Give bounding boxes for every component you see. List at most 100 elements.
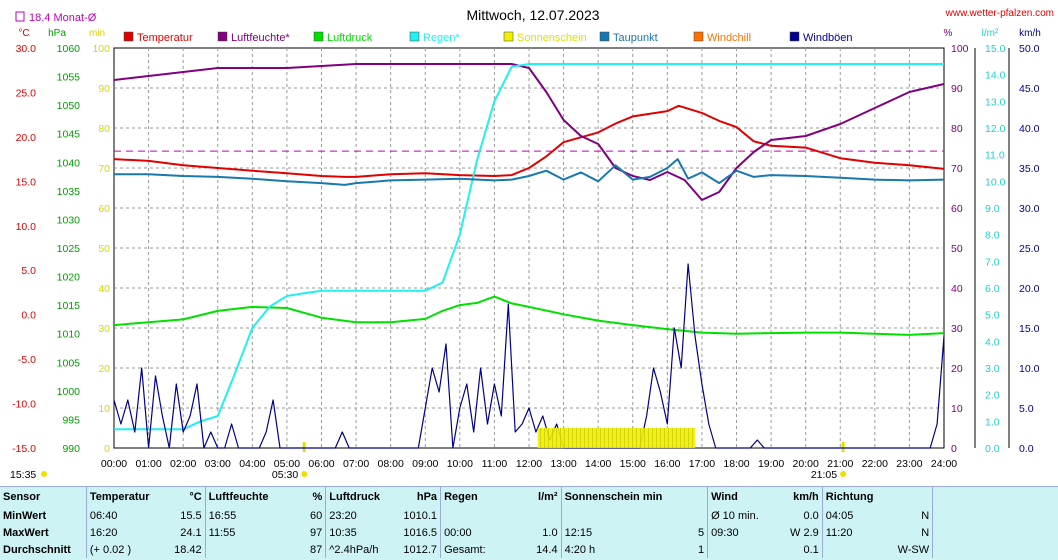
stats-cell: 0.1 bbox=[803, 543, 819, 556]
stats-cell bbox=[707, 541, 780, 558]
stats-header-sensor: Sensor bbox=[3, 491, 41, 503]
y-tick-label-rain: 13.0 bbox=[985, 96, 1006, 108]
y-tick-label-pct: 0 bbox=[951, 443, 957, 455]
x-tick-label: 19:00 bbox=[758, 458, 784, 470]
series-line-windben bbox=[113, 263, 945, 449]
stats-cell: W 2.9 bbox=[790, 526, 819, 539]
x-tick-label: 10:00 bbox=[447, 458, 473, 470]
y-axis-unit-min: min bbox=[89, 28, 105, 39]
stats-cell: Ø 10 min. bbox=[707, 507, 780, 524]
x-tick-label: 06:00 bbox=[308, 458, 334, 470]
y-axis-unit-wind: km/h bbox=[1019, 28, 1041, 39]
x-tick-label: 07:00 bbox=[343, 458, 369, 470]
y-tick-label-temp: -15.0 bbox=[12, 443, 36, 455]
stats-cell: 00:00 bbox=[440, 524, 517, 541]
y-tick-label-min: 20 bbox=[98, 363, 110, 375]
y-tick-label-press: 1060 bbox=[57, 43, 81, 55]
x-tick-label: 14:00 bbox=[585, 458, 611, 470]
series-line-luftfeuchte bbox=[113, 63, 945, 201]
x-tick-label: 12:00 bbox=[516, 458, 542, 470]
y-tick-label-temp: -10.0 bbox=[12, 399, 36, 411]
statistics-panel: Sensor Temperatur °C Luftfeuchte % Luftd… bbox=[0, 486, 1058, 560]
stats-header-press-unit: hPa bbox=[416, 491, 438, 503]
stats-header-temp: Temperatur bbox=[85, 487, 167, 507]
y-tick-label-min: 0 bbox=[104, 443, 110, 455]
x-tick-label: 17:00 bbox=[689, 458, 715, 470]
y-tick-label-rain: 10.0 bbox=[985, 176, 1006, 188]
stats-cell: ^2.4hPa/h bbox=[325, 541, 399, 558]
legend-swatch bbox=[693, 31, 704, 42]
x-tick-label: 13:00 bbox=[550, 458, 576, 470]
y-tick-label-rain: 14.0 bbox=[985, 70, 1006, 82]
legend-label: Luftdruck bbox=[327, 32, 373, 44]
stats-cell: 1.0 bbox=[542, 526, 558, 539]
y-tick-label-temp: 30.0 bbox=[16, 43, 37, 55]
y-tick-label-wind: 35.0 bbox=[1019, 163, 1040, 175]
stats-header-wind: Wind bbox=[707, 487, 780, 507]
stats-cell: 15.5 bbox=[180, 509, 202, 522]
y-tick-label-wind: 25.0 bbox=[1019, 243, 1040, 255]
y-tick-label-press: 1050 bbox=[57, 100, 81, 112]
chart-title: Mittwoch, 12.07.2023 bbox=[466, 7, 599, 23]
stats-cell: 06:40 bbox=[85, 507, 167, 524]
y-tick-label-wind: 50.0 bbox=[1019, 43, 1040, 55]
x-tick-label: 15:00 bbox=[620, 458, 646, 470]
stats-cell: 23:20 bbox=[325, 507, 399, 524]
y-tick-label-rain: 8.0 bbox=[985, 230, 1000, 242]
x-tick-label: 11:00 bbox=[482, 458, 508, 470]
legend-swatch bbox=[789, 31, 800, 42]
y-tick-label-press: 1015 bbox=[57, 300, 81, 312]
legend-label: Taupunkt bbox=[613, 32, 658, 44]
y-tick-label-wind: 10.0 bbox=[1019, 363, 1040, 375]
stats-cell: 87 bbox=[310, 543, 323, 556]
stats-cell: 11:55 bbox=[204, 524, 292, 541]
stats-cell: 18.42 bbox=[174, 543, 202, 556]
stats-cell bbox=[821, 541, 895, 558]
y-tick-label-temp: 10.0 bbox=[16, 221, 37, 233]
y-axis-unit-pct: % bbox=[944, 28, 953, 39]
y-tick-label-press: 1005 bbox=[57, 357, 81, 369]
y-tick-label-press: 1010 bbox=[57, 329, 81, 341]
x-tick-label: 09:00 bbox=[412, 458, 438, 470]
legend-label: Windchill bbox=[707, 32, 751, 44]
y-tick-label-rain: 0.0 bbox=[985, 443, 1000, 455]
stats-cell: 14.4 bbox=[536, 543, 558, 556]
x-tick-label: 01:00 bbox=[135, 458, 161, 470]
legend-label: Sonnenschein bbox=[517, 32, 587, 44]
stats-cell: Gesamt: bbox=[440, 541, 517, 558]
stats-cell: 16:20 bbox=[85, 524, 167, 541]
y-tick-label-temp: 0.0 bbox=[21, 310, 36, 322]
x-tick-label: 22:00 bbox=[862, 458, 888, 470]
y-tick-label-wind: 30.0 bbox=[1019, 203, 1040, 215]
stats-cell bbox=[204, 541, 292, 558]
x-tick-label: 21:00 bbox=[827, 458, 853, 470]
y-tick-label-min: 80 bbox=[98, 123, 110, 135]
legend-swatch bbox=[313, 31, 324, 42]
stats-cell: 24.1 bbox=[180, 526, 202, 539]
y-tick-label-press: 1045 bbox=[57, 129, 81, 141]
y-tick-label-wind: 15.0 bbox=[1019, 323, 1040, 335]
y-tick-label-pct: 60 bbox=[951, 203, 963, 215]
stats-header-hum-unit: % bbox=[312, 491, 323, 503]
stats-header-wind-unit: km/h bbox=[793, 491, 819, 503]
y-tick-label-rain: 2.0 bbox=[985, 390, 1000, 402]
sun-icon bbox=[41, 471, 47, 477]
y-tick-label-press: 1020 bbox=[57, 272, 81, 284]
stats-header-hum: Luftfeuchte bbox=[204, 487, 292, 507]
stats-row-label: MaxWert bbox=[3, 526, 49, 539]
stats-header-dir: Richtung bbox=[821, 487, 895, 507]
site-link[interactable]: www.wetter-pfalzen.com bbox=[945, 8, 1054, 19]
x-tick-label: 23:00 bbox=[896, 458, 922, 470]
stats-cell: W-SW bbox=[897, 543, 930, 556]
stats-cell: 12:15 bbox=[560, 524, 666, 541]
y-tick-label-min: 30 bbox=[98, 323, 110, 335]
stats-cell: 09:30 bbox=[707, 524, 780, 541]
legend-label: Windböen bbox=[803, 32, 853, 44]
stats-cell bbox=[665, 507, 707, 524]
x-tick-label: 08:00 bbox=[378, 458, 404, 470]
y-tick-label-press: 1055 bbox=[57, 72, 81, 84]
y-tick-label-pct: 90 bbox=[951, 83, 963, 95]
y-tick-label-press: 990 bbox=[62, 443, 80, 455]
stats-cell: 4:20 h bbox=[560, 541, 666, 558]
y-tick-label-rain: 4.0 bbox=[985, 336, 1000, 348]
